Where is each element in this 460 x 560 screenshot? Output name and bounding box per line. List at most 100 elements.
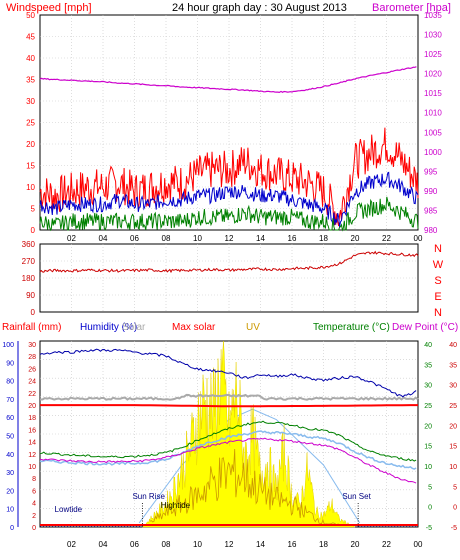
rainfall-tick-label: 24 (28, 379, 36, 386)
barometer-tick-label: 985 (424, 206, 438, 215)
barometer-tick-label: 990 (424, 187, 438, 196)
wind-axis-label: Windspeed [mph] (6, 2, 92, 14)
wind-tick-label: 5 (31, 205, 36, 214)
wind-x-tick: 04 (99, 234, 108, 243)
barometer-tick-label: 1025 (424, 50, 442, 59)
humidity-line (39, 348, 417, 398)
legend-uv: UV (246, 322, 260, 333)
wind-tick-label: 15 (26, 162, 35, 171)
chart-title: 24 hour graph day : 30 August 2013 (172, 2, 347, 14)
legend-humidity: Humidity (%) (80, 322, 137, 333)
direction-degree-label: 90 (26, 291, 35, 300)
temperature-tick-label: 35 (424, 362, 432, 369)
solar-line (40, 393, 419, 401)
apparent-temperature-line (39, 430, 417, 470)
direction-degree-label: 180 (22, 274, 36, 283)
humidity-tick-label: 100 (2, 342, 14, 349)
wind-gust-line (39, 127, 419, 227)
humidity-tick-label: 10 (6, 507, 14, 514)
dewpoint-tick-label: 0 (453, 505, 457, 512)
barometer-tick-label: 1030 (424, 31, 442, 40)
temperature-tick-label: 5 (428, 484, 432, 491)
barometer-tick-label: 1005 (424, 128, 442, 137)
legend-rainfall: Rainfall (mm) (2, 322, 61, 333)
direction-panel-grid (40, 244, 418, 312)
dewpoint-tick-label: 5 (453, 484, 457, 491)
wind-tick-label: 35 (26, 76, 35, 85)
barometer-tick-label: 1015 (424, 89, 442, 98)
direction-degree-ticks: 360 270 180 90 0 (22, 240, 36, 317)
climate-x-tick: 16 (288, 540, 297, 549)
humidity-tick-label: 50 (6, 434, 14, 441)
climate-x-tick: 00 (414, 540, 423, 549)
climate-x-tick: 14 (256, 540, 265, 549)
barometer-tick-label: 1020 (424, 70, 442, 79)
wind-x-tick-labels: 02 04 06 08 10 12 14 16 18 20 22 00 (67, 234, 423, 243)
humidity-tick-label: 40 (6, 452, 14, 459)
wind-x-tick: 10 (193, 234, 202, 243)
climate-legend: Rainfall (mm) Humidity (%)Solar Max solar U… (2, 322, 458, 333)
dewpoint-tick-label: 25 (449, 403, 457, 410)
wind-tick-label: 45 (26, 33, 35, 42)
barometer-tick-label: 1000 (424, 148, 442, 157)
rainfall-tick-label: 8 (32, 476, 36, 483)
wind-lull-line (39, 196, 419, 232)
rainfall-tick-label: 22 (28, 391, 36, 398)
rainfall-tick-label: 16 (28, 427, 36, 434)
solar-area (141, 340, 356, 528)
climate-panel-series (39, 340, 419, 528)
humidity-tick-label: 20 (6, 488, 14, 495)
wind-x-tick: 02 (67, 234, 76, 243)
legend-dewpoint: Dew Point (°C) (392, 322, 458, 333)
wind-x-tick: 14 (256, 234, 265, 243)
wind-x-tick: 18 (319, 234, 328, 243)
wind-direction-line (39, 250, 419, 274)
climate-x-tick: 12 (225, 540, 234, 549)
temperature-tick-label: 20 (424, 423, 432, 430)
climate-x-tick-labels: 02 04 06 08 10 12 14 16 18 20 22 00 (67, 540, 423, 549)
dewpoint-tick-label: -5 (451, 525, 457, 532)
humidity-tick-label: 70 (6, 397, 14, 404)
compass-label: N (434, 243, 442, 255)
wind-x-tick: 08 (162, 234, 171, 243)
rainfall-tick-label: 18 (28, 415, 36, 422)
climate-x-tick: 06 (130, 540, 139, 549)
dewpoint-tick-label: 20 (449, 423, 457, 430)
climate-x-tick: 02 (67, 540, 76, 549)
legend-temperature: Temperature (°C) (313, 322, 390, 333)
legend-max-solar: Max solar (172, 322, 216, 333)
legend-solar: Solar (122, 322, 146, 333)
compass-label: W (433, 259, 444, 271)
wind-tick-label: 40 (26, 54, 35, 63)
uv-line (150, 448, 340, 526)
climate-x-tick: 08 (162, 540, 171, 549)
rainfall-tick-label: 2 (32, 513, 36, 520)
barometer-line (39, 66, 417, 94)
wind-tick-label: 10 (26, 183, 35, 192)
rainfall-tick-label: 12 (28, 452, 36, 459)
barometer-axis-label: Barometer [hpa] (372, 2, 451, 14)
temperature-tick-label: 10 (424, 464, 432, 471)
direction-degree-label: 360 (22, 240, 36, 249)
compass-label: E (434, 291, 441, 303)
climate-x-tick: 20 (351, 540, 360, 549)
wind-tick-label: 50 (26, 11, 35, 20)
rainfall-tick-label: 20 (28, 403, 36, 410)
compass-label: S (434, 275, 441, 287)
temperature-tick-label: 0 (428, 505, 432, 512)
rainfall-tick-label: 30 (28, 342, 36, 349)
rainfall-tick-label: 4 (32, 501, 36, 508)
compass-label: N (434, 307, 442, 319)
dewpoint-tick-label: 10 (449, 464, 457, 471)
rainfall-tick-label: 10 (28, 464, 36, 471)
wind-average-line (39, 171, 419, 228)
climate-x-tick: 04 (99, 540, 108, 549)
sunset-label: Sun Set (342, 492, 371, 501)
hightide-label: Hightide (161, 501, 191, 510)
humidity-tick-label: 0 (10, 525, 14, 532)
